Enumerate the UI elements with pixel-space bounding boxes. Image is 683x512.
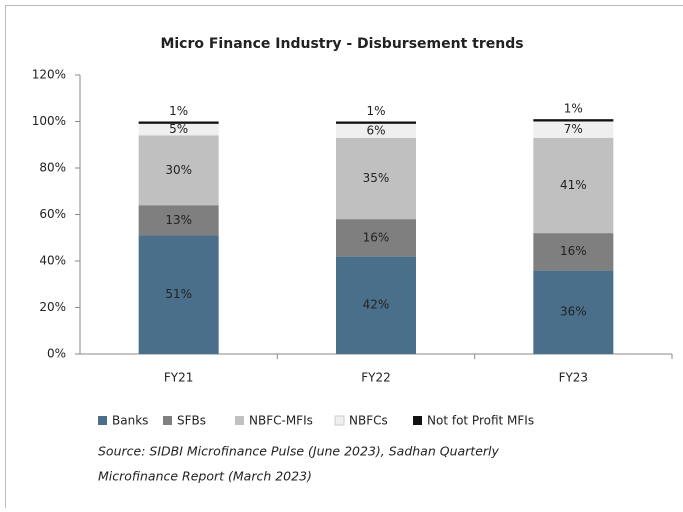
source-note: Source: SIDBI Microfinance Pulse (June 2… [98,444,499,459]
data-label: 1% [564,102,583,116]
y-tick-label: 40% [39,254,66,268]
data-label: 36% [560,305,587,319]
y-tick-label: 60% [39,207,66,221]
legend-label: SFBs [177,414,206,428]
y-tick-label: 0% [47,347,66,361]
data-label: 16% [363,230,390,244]
chart-title: Micro Finance Industry - Disbursement tr… [160,36,523,52]
data-label: 51% [165,287,192,301]
data-label: 13% [165,213,192,227]
legend-label: NBFCs [349,414,388,428]
legend-swatch [335,416,344,425]
legend-swatch [235,416,244,425]
bar-segment [336,122,416,124]
legend-label: Not fot Profit MFIs [427,414,534,428]
y-tick-label: 20% [39,300,66,314]
data-label: 1% [169,104,188,118]
y-tick-label: 120% [32,68,66,82]
x-tick-label: FY23 [559,371,589,385]
bar-segment [533,119,613,121]
legend-label: NBFC-MFIs [249,414,313,428]
data-label: 6% [366,123,385,137]
legend-swatch [163,416,172,425]
data-label: 30% [165,163,192,177]
data-label: 7% [564,122,583,136]
data-label: 42% [363,298,390,312]
bar-segment [139,122,219,124]
y-tick-label: 100% [32,114,66,128]
source-note: Microfinance Report (March 2023) [98,469,312,484]
legend-label: Banks [112,414,148,428]
x-tick-label: FY22 [361,371,391,385]
data-label: 16% [560,244,587,258]
legend-swatch [413,416,422,425]
data-label: 5% [169,122,188,136]
data-label: 35% [363,171,390,185]
data-label: 41% [560,178,587,192]
legend-swatch [98,416,107,425]
data-label: 1% [366,104,385,118]
x-tick-label: FY21 [164,371,194,385]
y-tick-label: 80% [39,161,66,175]
